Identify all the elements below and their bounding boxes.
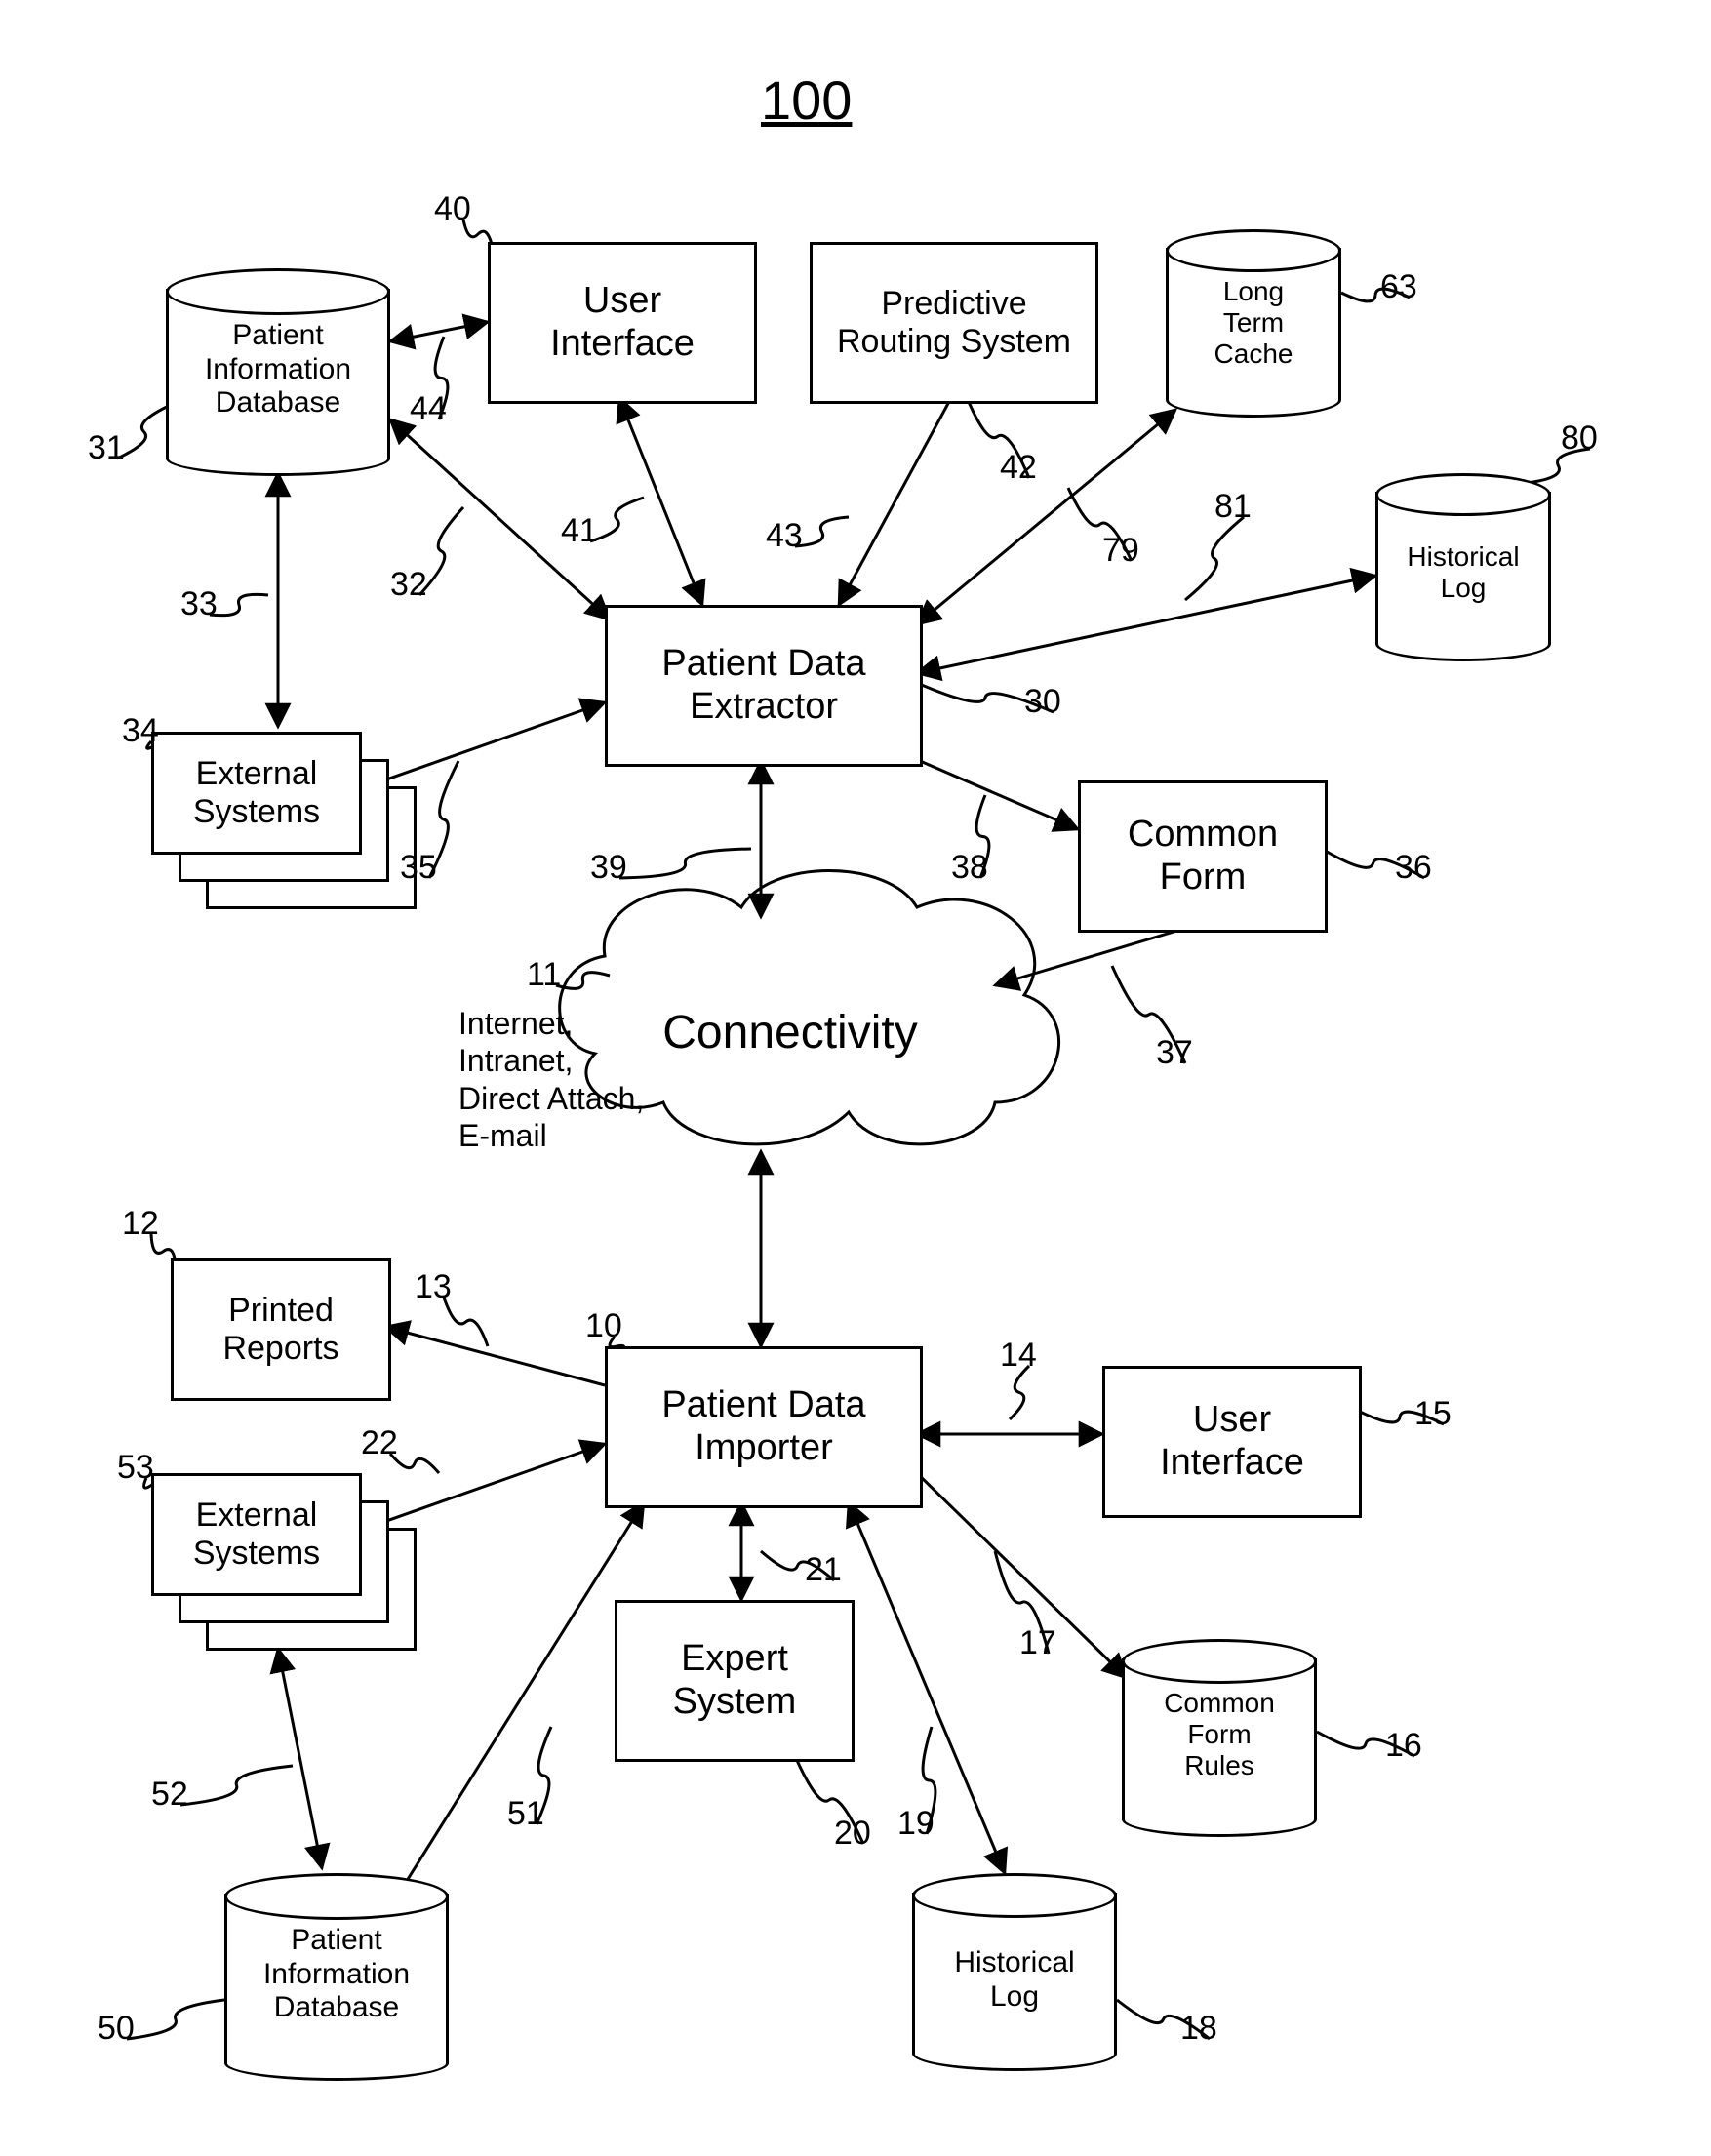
node-historical-log-top: HistoricalLog (1375, 473, 1551, 659)
ref-35: 35 (400, 849, 437, 887)
ref-39: 39 (590, 849, 627, 887)
ref-50: 50 (98, 2010, 135, 2048)
ref-43: 43 (766, 517, 803, 555)
figure-number: 100 (761, 68, 852, 132)
ref-19: 19 (897, 1805, 935, 1843)
ref-37: 37 (1156, 1034, 1193, 1072)
ref-21: 21 (805, 1551, 842, 1589)
ref-36: 36 (1395, 849, 1432, 887)
ref-63: 63 (1380, 268, 1417, 306)
ref-40: 40 (434, 190, 471, 228)
connectivity-note: Internet,Intranet,Direct Attach,E-mail (458, 1005, 644, 1155)
node-user-interface-bot: UserInterface (1102, 1366, 1362, 1518)
ref-30: 30 (1024, 683, 1061, 721)
ref-17: 17 (1019, 1624, 1056, 1662)
ref-52: 52 (151, 1776, 188, 1814)
node-external-systems-top: ExternalSystems (151, 732, 411, 903)
ref-41: 41 (561, 512, 598, 550)
ref-12: 12 (122, 1205, 159, 1243)
ref-18: 18 (1180, 2010, 1217, 2048)
ref-15: 15 (1414, 1395, 1452, 1433)
ref-38: 38 (951, 849, 988, 887)
ref-13: 13 (415, 1268, 452, 1306)
node-historical-log-bot: HistoricalLog (912, 1873, 1117, 2068)
node-patient-data-importer: Patient DataImporter (605, 1346, 923, 1508)
ref-34: 34 (122, 712, 159, 750)
node-long-term-cache: LongTermCache (1166, 229, 1341, 415)
node-patient-data-extractor: Patient DataExtractor (605, 605, 923, 767)
ref-44: 44 (410, 390, 447, 428)
ref-11: 11 (527, 956, 561, 994)
node-common-form: CommonForm (1078, 780, 1328, 933)
ref-80: 80 (1561, 419, 1598, 458)
node-expert-system: ExpertSystem (615, 1600, 855, 1762)
ref-53: 53 (117, 1449, 154, 1487)
ref-20: 20 (834, 1815, 871, 1853)
ref-79: 79 (1102, 532, 1139, 570)
ref-81: 81 (1214, 488, 1252, 526)
node-predictive-routing: PredictiveRouting System (810, 242, 1098, 404)
ref-14: 14 (1000, 1337, 1037, 1375)
node-patient-db-bot: PatientInformationDatabase (224, 1873, 449, 2078)
ref-10: 10 (585, 1307, 622, 1345)
ref-33: 33 (180, 585, 218, 623)
node-common-form-rules: CommonFormRules (1122, 1639, 1317, 1834)
node-patient-db-top: PatientInformationDatabase (166, 268, 390, 473)
ref-51: 51 (507, 1795, 544, 1833)
ref-31: 31 (88, 429, 125, 467)
ref-42: 42 (1000, 449, 1037, 487)
ref-22: 22 (361, 1424, 398, 1462)
ref-32: 32 (390, 566, 427, 604)
node-user-interface-top: UserInterface (488, 242, 757, 404)
cloud-connectivity: Connectivity (654, 1005, 927, 1061)
ref-16: 16 (1385, 1727, 1422, 1765)
node-external-systems-bot: ExternalSystems (151, 1473, 411, 1645)
node-printed-reports: PrintedReports (171, 1258, 391, 1401)
